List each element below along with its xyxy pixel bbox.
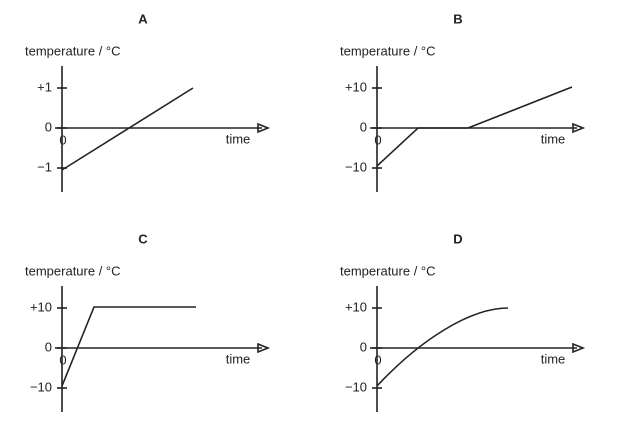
y-axis-label: temperature / °C (25, 263, 121, 278)
tick-label: 0 (45, 339, 52, 354)
x-axis-label: time (226, 131, 251, 146)
x-axis-label: time (226, 351, 251, 366)
panel-label: D (453, 231, 462, 246)
arrow-head (572, 342, 586, 354)
tick-label: −10 (345, 159, 367, 174)
panel-label: A (138, 11, 148, 26)
tick-label: +10 (30, 299, 52, 314)
temperature-curve (376, 307, 509, 387)
tick-label: 0 (360, 119, 367, 134)
tick-label: 0 (45, 119, 52, 134)
x-axis-label: time (541, 351, 566, 366)
x-axis-label: time (541, 131, 566, 146)
tick-label: +10 (345, 299, 367, 314)
tick-label: +10 (345, 79, 367, 94)
temperature-curve (61, 306, 196, 387)
origin-label: 0 (374, 132, 381, 147)
tick-label: −10 (30, 379, 52, 394)
arrow-head (257, 122, 271, 134)
arrow-head (257, 342, 271, 354)
origin-label: 0 (59, 132, 66, 147)
origin-label: 0 (374, 352, 381, 367)
tick-label: +1 (37, 79, 52, 94)
temperature-curve (61, 87, 194, 171)
tick-label: 0 (360, 339, 367, 354)
y-axis-label: temperature / °C (25, 43, 121, 58)
y-axis-label: temperature / °C (340, 43, 436, 58)
tick-label: −1 (37, 159, 52, 174)
temperature-curve (376, 86, 573, 167)
y-axis-label: temperature / °C (340, 263, 436, 278)
arrow-head (572, 122, 586, 134)
tick-label: −10 (345, 379, 367, 394)
panel-label: C (138, 231, 148, 246)
origin-label: 0 (59, 352, 66, 367)
panel-label: B (453, 11, 462, 26)
